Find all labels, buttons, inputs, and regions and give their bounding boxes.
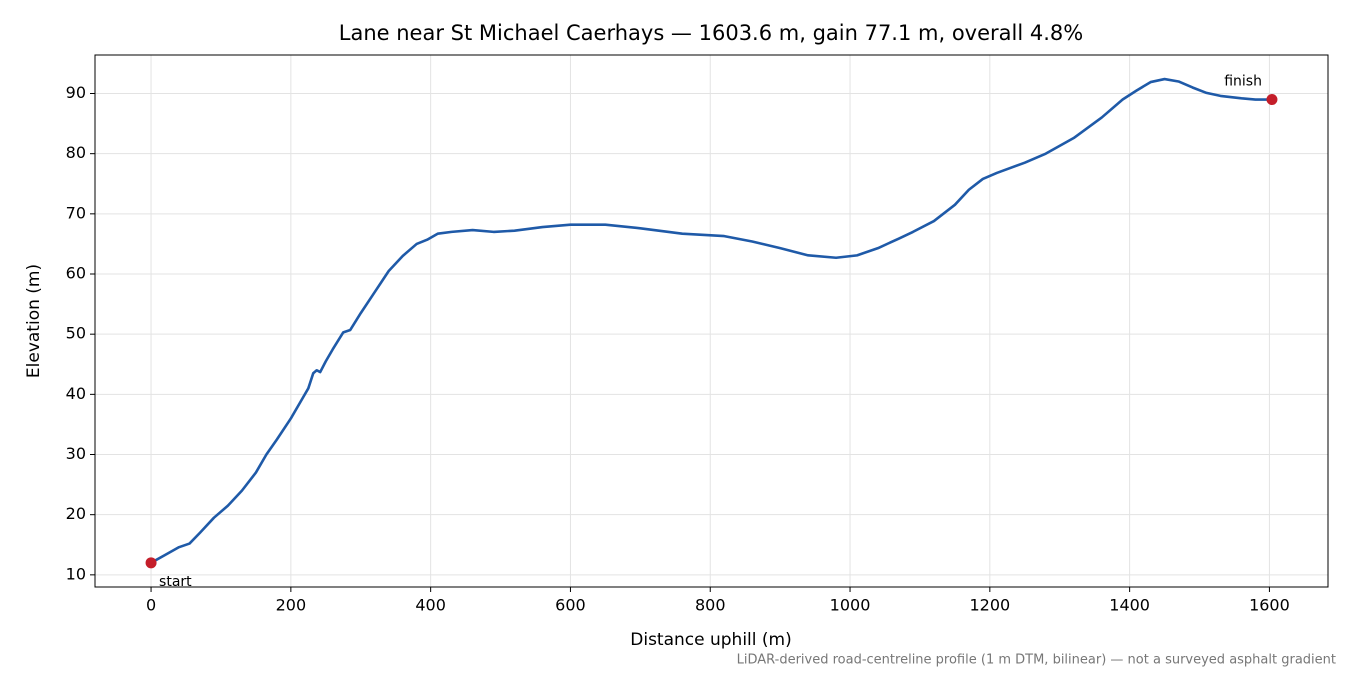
x-tick-label: 1600 xyxy=(1249,596,1290,615)
x-tick-label: 0 xyxy=(146,596,156,615)
footnote: LiDAR-derived road-centreline profile (1… xyxy=(737,653,1336,668)
y-tick-label: 40 xyxy=(66,384,86,403)
x-tick-label: 200 xyxy=(276,596,307,615)
y-tick-label: 70 xyxy=(66,203,86,222)
x-tick-label: 1400 xyxy=(1109,596,1150,615)
x-tick-label: 800 xyxy=(695,596,726,615)
endpoint-label: start xyxy=(159,574,192,590)
x-tick-label: 1000 xyxy=(830,596,871,615)
y-tick-label: 20 xyxy=(66,504,86,523)
y-axis-label: Elevation (m) xyxy=(24,264,44,378)
y-tick-label: 10 xyxy=(66,564,86,583)
x-tick-label: 1200 xyxy=(969,596,1010,615)
endpoint-label: finish xyxy=(1224,74,1262,90)
y-tick-label: 90 xyxy=(66,83,86,102)
chart-title: Lane near St Michael Caerhays — 1603.6 m… xyxy=(339,21,1083,45)
endpoint-marker xyxy=(145,557,157,569)
x-axis-label: Distance uphill (m) xyxy=(630,630,791,650)
y-tick-label: 80 xyxy=(66,143,86,162)
x-tick-label: 600 xyxy=(555,596,586,615)
x-tick-label: 400 xyxy=(415,596,446,615)
endpoint-marker xyxy=(1266,94,1278,106)
y-tick-label: 50 xyxy=(66,324,86,343)
elevation-line xyxy=(150,77,1272,564)
y-tick-label: 30 xyxy=(66,444,86,463)
y-tick-label: 60 xyxy=(66,264,86,283)
plot-frame xyxy=(94,54,1329,588)
